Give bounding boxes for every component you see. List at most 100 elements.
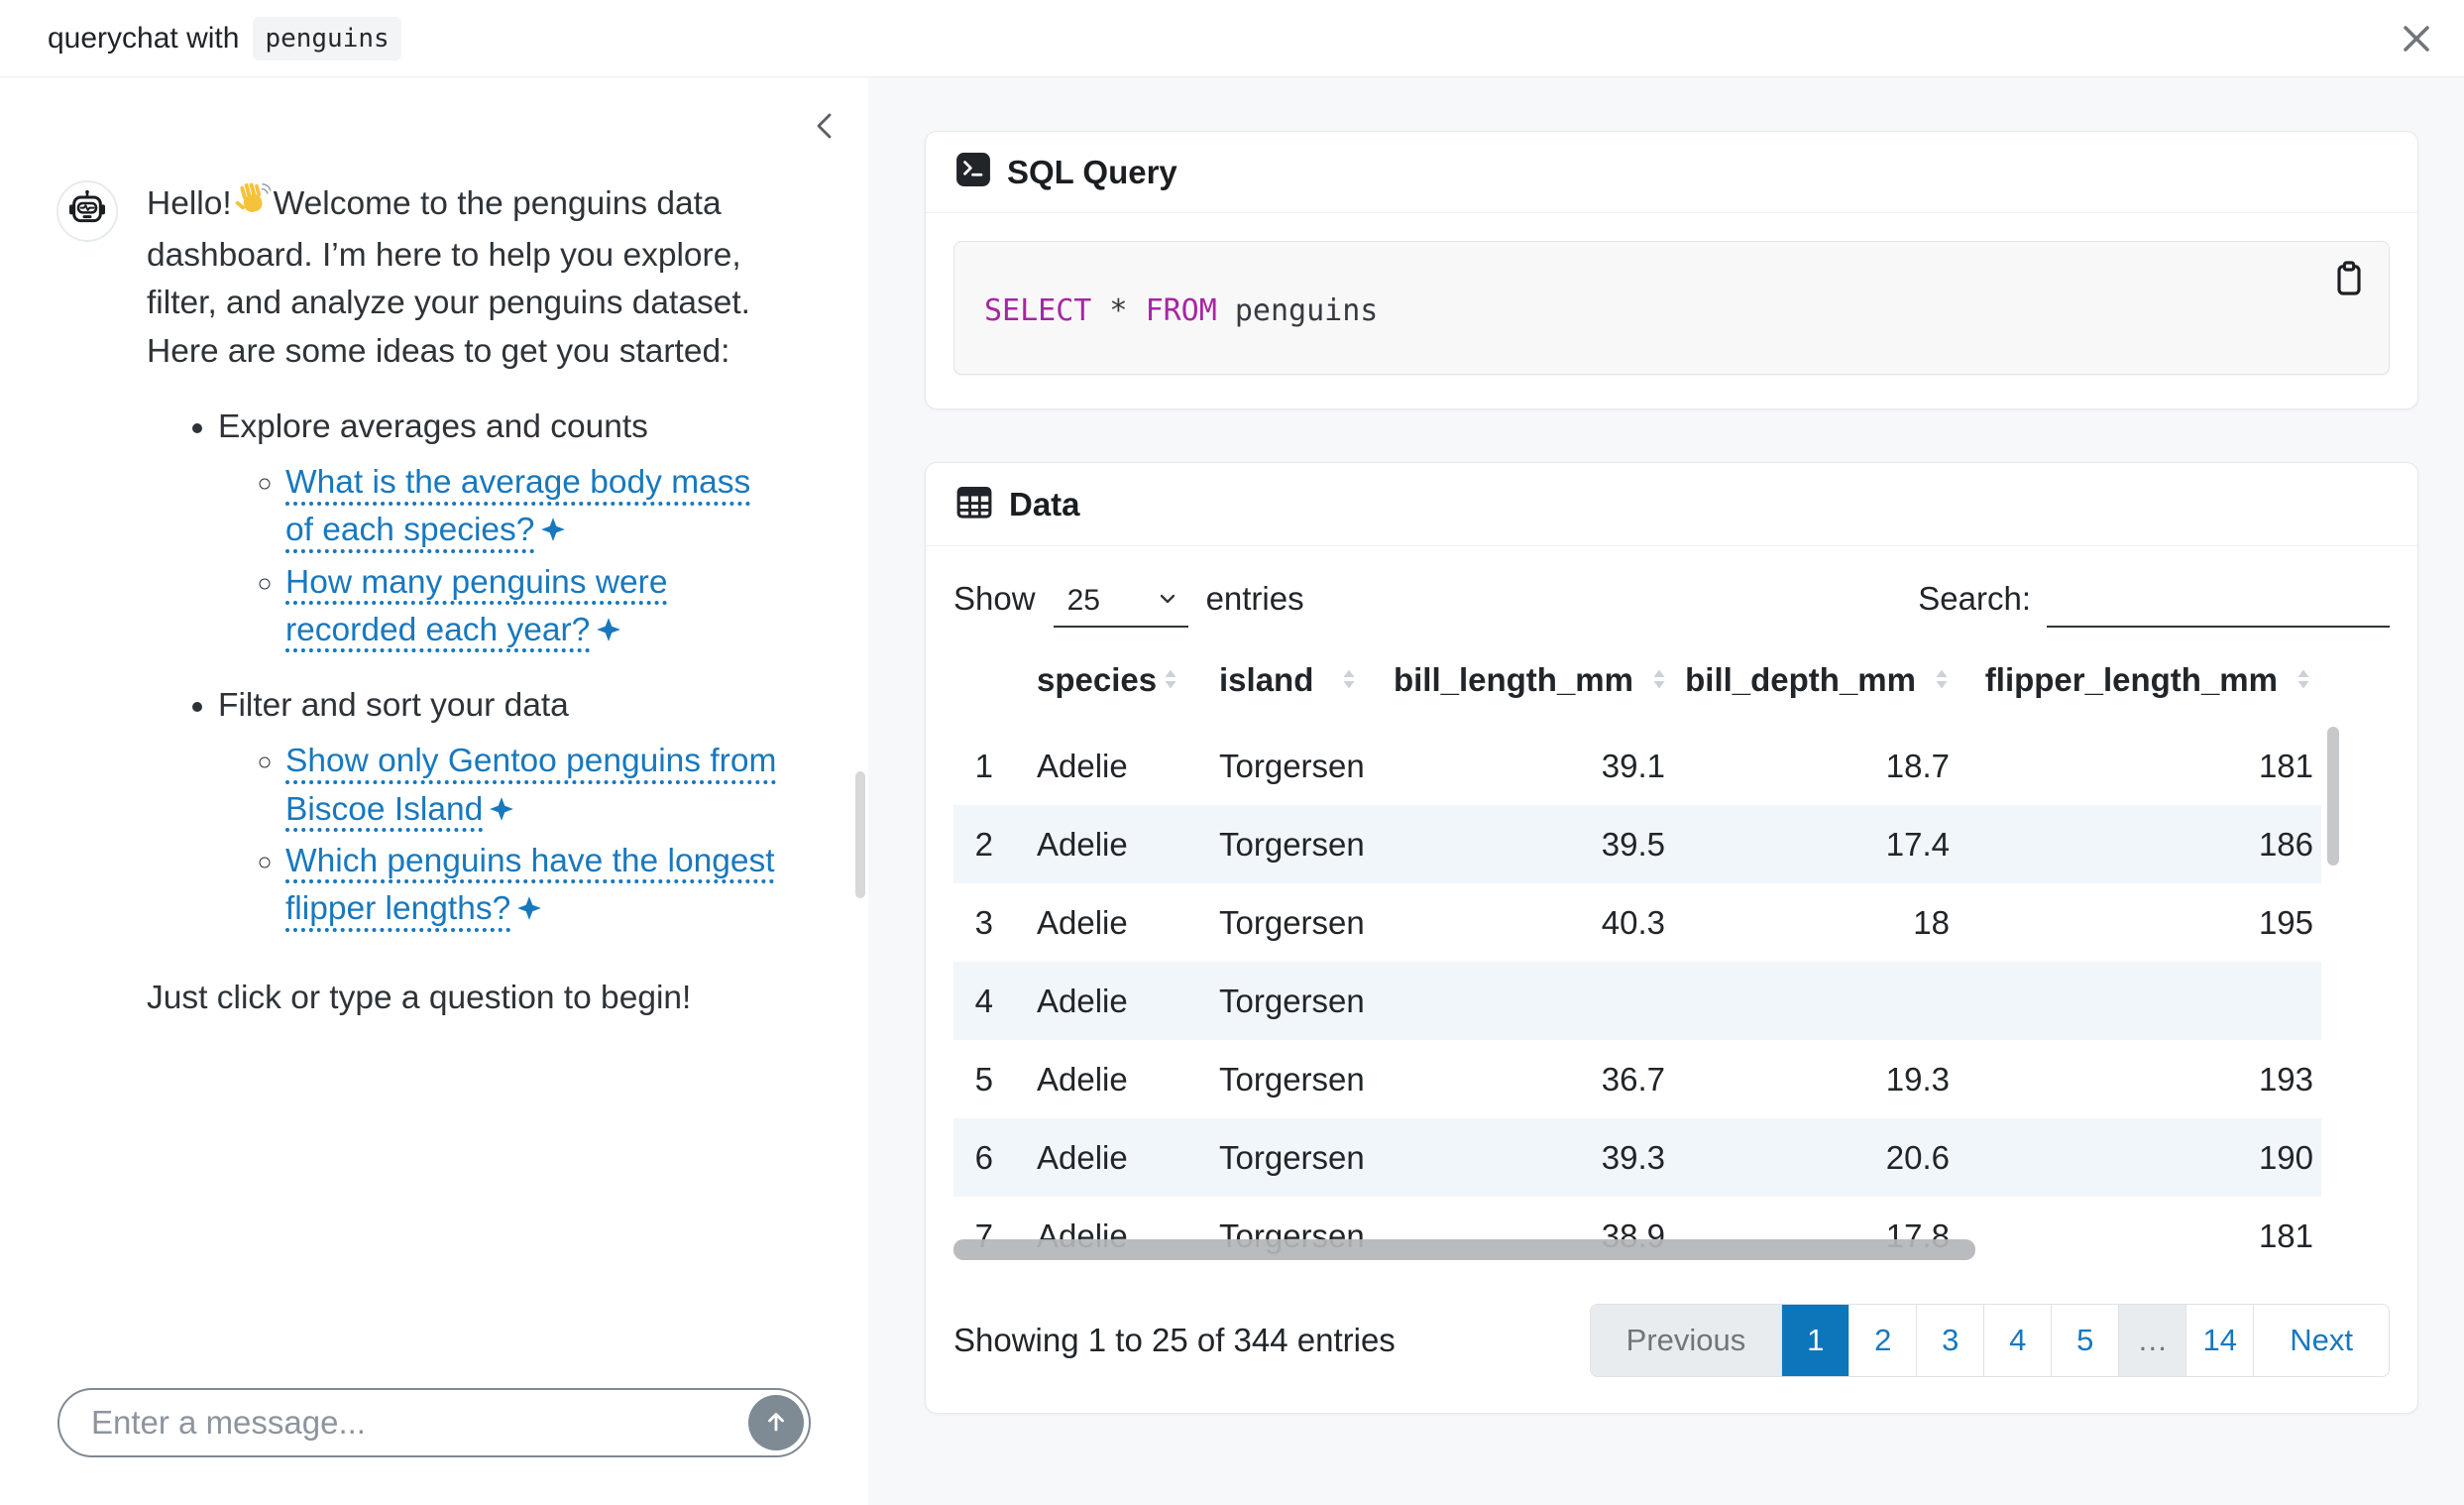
pagination: Previous 1 2 3 4 5… 14 Next (1589, 1304, 2390, 1377)
closing-text: Just click or type a question to begin! (147, 980, 692, 1017)
message-input[interactable] (57, 1388, 811, 1457)
window-titlebar: querychat with penguins (0, 0, 2464, 77)
cell-bill_depth_mm: 20.6 (1885, 1139, 1950, 1176)
column-header-label: bill_depth_mm (1685, 661, 1916, 698)
search-input[interactable] (2047, 582, 2390, 628)
page-button-14[interactable]: 14 (2185, 1305, 2254, 1376)
search-control: Search: (1918, 580, 2390, 628)
terminal-icon (955, 152, 991, 192)
cell-bill_length_mm (1365, 962, 1677, 1040)
column-header-island[interactable]: island (1186, 639, 1365, 727)
column-header-species[interactable]: species (1013, 639, 1186, 727)
table-vertical-scrollbar-thumb[interactable] (2327, 727, 2339, 866)
suggestion-link[interactable]: What is the average body mass of each sp… (285, 464, 750, 548)
suggestion-section: Filter and sort your data Show only Gento… (147, 682, 779, 933)
sort-icon (2296, 662, 2311, 700)
suggestion-link-text: How many penguins were recorded each yea… (285, 563, 668, 648)
cell-species: Adelie (1037, 904, 1128, 941)
table-row: 2 Adelie Torgersen 39.5 17.4 186 (953, 805, 2321, 883)
sparkle-icon (590, 612, 621, 648)
sort-icon (1163, 662, 1178, 700)
suggestion-link[interactable]: How many penguins were recorded each yea… (285, 564, 667, 648)
sort-icon (1341, 662, 1357, 700)
table-info-text: Showing 1 to 25 of 344 entries (953, 1322, 1396, 1358)
page-button-3[interactable]: 3 (1916, 1305, 1984, 1376)
sort-icon (1934, 662, 1950, 700)
page-button-next[interactable]: Next (2253, 1305, 2389, 1376)
page-button-ellipsis: … (2118, 1305, 2186, 1376)
entries-select-value: 25 (1066, 584, 1100, 617)
suggestion-list-item: Show only Gentoo penguins from Biscoe Is… (285, 738, 779, 833)
cell-bill_length_mm: 36.7 (1601, 1061, 1665, 1098)
cell-bill_depth_mm: 19.3 (1885, 1061, 1950, 1098)
chevron-left-icon (810, 110, 840, 145)
entries-label: entries (1205, 580, 1304, 617)
page-button-1[interactable]: 1 (1781, 1305, 1849, 1376)
data-table: species island bill_length_mm bill_depth_mm… (953, 639, 2321, 1264)
chat-scrollbar-thumb[interactable] (855, 771, 865, 898)
copy-button[interactable] (2325, 256, 2373, 303)
suggestion-list-item: Which penguins have the longest flipper … (285, 838, 779, 933)
cell-bill_length_mm: 39.1 (1601, 748, 1665, 784)
cell-flipper_length_mm (1960, 962, 2321, 1040)
cell-species: Adelie (1037, 748, 1128, 784)
close-icon (2397, 19, 2436, 61)
table-icon (955, 483, 993, 525)
cell-flipper_length_mm: 190 (2258, 1139, 2313, 1176)
cell-bill_depth_mm: 18 (1913, 904, 1950, 941)
sparkle-icon (534, 512, 566, 548)
close-button[interactable] (2391, 14, 2442, 65)
avatar (56, 180, 118, 242)
suggestion-list-item: What is the average body mass of each sp… (285, 459, 779, 554)
collapse-sidebar-button[interactable] (803, 105, 846, 149)
suggestion-list-item: How many penguins were recorded each yea… (285, 559, 779, 654)
cell-island: Torgersen (1219, 904, 1365, 941)
entries-select[interactable]: 25 (1053, 584, 1188, 628)
suggestion-link-text: Show only Gentoo penguins from Biscoe Is… (285, 743, 777, 828)
suggestion-sublist: What is the average body mass of each sp… (218, 459, 779, 654)
send-button[interactable] (748, 1395, 804, 1450)
clipboard-icon (2329, 259, 2369, 301)
cell-bill_length_mm: 39.5 (1601, 826, 1665, 863)
page-button-2[interactable]: 2 (1848, 1305, 1917, 1376)
dashboard-panel: SQL Query SELECT * FROM penguins (868, 77, 2464, 1505)
list-section-title: Filter and sort your data (218, 687, 569, 725)
window-title-text: querychat with (48, 21, 240, 55)
waving-hand-icon (234, 180, 272, 232)
column-header-flipper_length_mm[interactable]: flipper_length_mm (1960, 639, 2321, 727)
table-row: 6 Adelie Torgersen 39.3 20.6 190 (953, 1118, 2321, 1197)
show-label: Show (953, 580, 1036, 617)
cell-row-index: 2 (974, 826, 993, 863)
chat-panel: Hello! Welcome to the penguins data dashb… (0, 77, 868, 1505)
column-header-bill_length_mm[interactable]: bill_length_mm (1365, 639, 1677, 727)
window-title: querychat with penguins (48, 16, 401, 60)
suggestion-link[interactable]: Show only Gentoo penguins from Biscoe Is… (285, 743, 776, 827)
page-button-4[interactable]: 4 (1983, 1305, 2052, 1376)
table-horizontal-scrollbar-thumb[interactable] (953, 1239, 1975, 1260)
sql-code-block: SELECT * FROM penguins (953, 241, 2390, 375)
chat-message-list: Hello! Welcome to the penguins data dashb… (0, 77, 868, 1023)
page-button-5[interactable]: 5 (2051, 1305, 2119, 1376)
cell-flipper_length_mm: 186 (2258, 826, 2313, 863)
page-length-control: Show 25 entries (953, 580, 1304, 628)
suggestion-link-text: What is the average body mass of each sp… (285, 464, 751, 549)
table-row: 4 Adelie Torgersen (953, 962, 2321, 1040)
column-header-bill_depth_mm[interactable]: bill_depth_mm (1677, 639, 1960, 727)
data-card-title: Data (1009, 485, 1080, 522)
suggestion-link-text: Which penguins have the longest flipper … (285, 842, 775, 928)
cell-island: Torgersen (1219, 748, 1365, 784)
dataset-name-chip: penguins (253, 16, 401, 60)
suggestion-link[interactable]: Which penguins have the longest flipper … (285, 843, 775, 927)
cell-island: Torgersen (1219, 1061, 1365, 1098)
cell-flipper_length_mm: 181 (2258, 1217, 2313, 1254)
column-header-index (953, 639, 1013, 727)
cell-flipper_length_mm: 195 (2258, 904, 2313, 941)
sql-query-card: SQL Query SELECT * FROM penguins (925, 131, 2418, 409)
cell-species: Adelie (1037, 983, 1128, 1019)
table-row: 3 Adelie Torgersen 40.3 18 195 (953, 883, 2321, 962)
suggestion-section-item: Explore averages and counts What is the a… (218, 404, 779, 654)
suggestion-section-item: Filter and sort your data Show only Gento… (218, 682, 779, 933)
cell-flipper_length_mm: 181 (2258, 748, 2313, 784)
sql-card-title: SQL Query (1007, 153, 1177, 190)
cell-bill_length_mm: 40.3 (1601, 904, 1665, 941)
